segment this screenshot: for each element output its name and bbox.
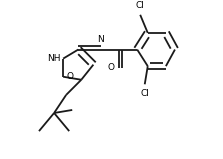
Text: Cl: Cl bbox=[140, 89, 149, 98]
Text: N: N bbox=[97, 35, 104, 44]
Text: NH: NH bbox=[47, 54, 60, 63]
Text: O: O bbox=[67, 72, 74, 81]
Text: O: O bbox=[107, 63, 115, 72]
Text: Cl: Cl bbox=[136, 1, 145, 10]
